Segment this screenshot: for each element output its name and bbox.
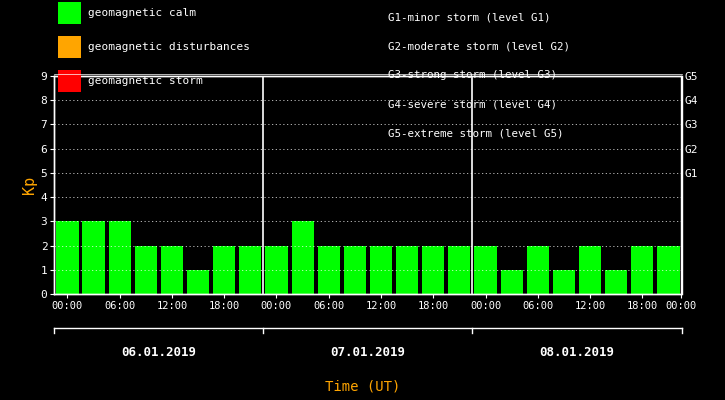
Bar — [57, 221, 78, 294]
Bar — [239, 246, 262, 294]
Bar — [422, 246, 444, 294]
Bar — [474, 246, 497, 294]
Bar — [500, 270, 523, 294]
Bar — [213, 246, 236, 294]
Bar — [631, 246, 653, 294]
Bar — [552, 270, 575, 294]
Text: geomagnetic storm: geomagnetic storm — [88, 76, 203, 86]
Text: 06.01.2019: 06.01.2019 — [121, 346, 196, 359]
Text: G2-moderate storm (level G2): G2-moderate storm (level G2) — [388, 42, 570, 52]
Bar — [579, 246, 601, 294]
Text: G4-severe storm (level G4): G4-severe storm (level G4) — [388, 99, 557, 109]
Text: Time (UT): Time (UT) — [325, 380, 400, 394]
Bar — [318, 246, 340, 294]
Bar — [526, 246, 549, 294]
Bar — [658, 246, 679, 294]
Bar — [605, 270, 627, 294]
Bar — [187, 270, 210, 294]
Bar — [370, 246, 392, 294]
Text: 07.01.2019: 07.01.2019 — [331, 346, 405, 359]
Bar — [291, 221, 314, 294]
Bar — [135, 246, 157, 294]
Text: G1-minor storm (level G1): G1-minor storm (level G1) — [388, 13, 550, 23]
Text: G3-strong storm (level G3): G3-strong storm (level G3) — [388, 70, 557, 80]
Bar — [396, 246, 418, 294]
Text: G5-extreme storm (level G5): G5-extreme storm (level G5) — [388, 128, 563, 138]
Bar — [448, 246, 471, 294]
Bar — [265, 246, 288, 294]
Bar — [161, 246, 183, 294]
Bar — [344, 246, 366, 294]
Bar — [109, 221, 130, 294]
Text: geomagnetic disturbances: geomagnetic disturbances — [88, 42, 250, 52]
Text: 08.01.2019: 08.01.2019 — [539, 346, 615, 359]
Text: geomagnetic calm: geomagnetic calm — [88, 8, 196, 18]
Bar — [83, 221, 104, 294]
Y-axis label: Kp: Kp — [22, 176, 36, 194]
